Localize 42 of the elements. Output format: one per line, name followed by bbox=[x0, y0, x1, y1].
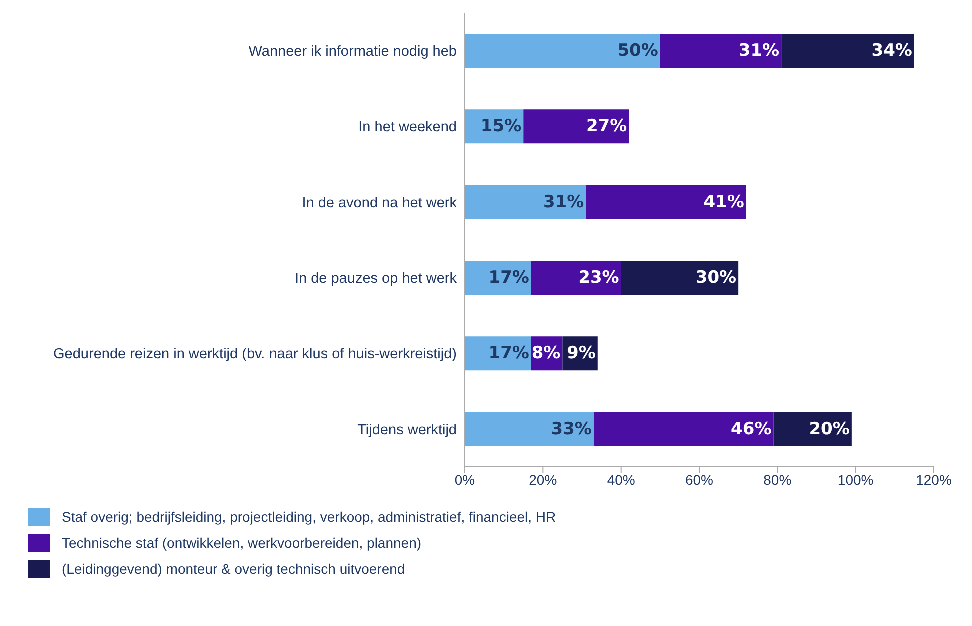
data-label: 41% bbox=[704, 192, 744, 212]
x-tick-label: 20% bbox=[529, 472, 558, 488]
bar bbox=[782, 34, 914, 68]
x-tick-label: 80% bbox=[764, 472, 792, 488]
data-label: 27% bbox=[586, 116, 628, 137]
bar bbox=[586, 185, 746, 220]
legend-label: Technische staf (ontwikkelen, werkvoorbereiden, plannen) bbox=[62, 535, 422, 551]
legend-label: (Leidinggevend) monteur & overig technisch uitvoerend bbox=[62, 561, 406, 577]
bar bbox=[465, 412, 594, 446]
x-tick-label: 120% bbox=[916, 472, 952, 488]
data-label: 17% bbox=[488, 268, 530, 288]
y-tick-label: In het weekend bbox=[358, 120, 457, 136]
data-label: 8% bbox=[532, 344, 561, 364]
bar bbox=[465, 185, 586, 220]
x-tick-label: 60% bbox=[685, 472, 714, 488]
y-tick-label: In de avond na het werk bbox=[302, 195, 458, 212]
bar bbox=[524, 110, 630, 144]
data-label: 17% bbox=[488, 344, 530, 364]
data-label: 34% bbox=[872, 41, 912, 61]
bar bbox=[660, 34, 782, 68]
bar bbox=[594, 412, 774, 446]
bar bbox=[621, 261, 739, 295]
data-label: 50% bbox=[618, 41, 658, 61]
y-tick-label: Tijdens werktijd bbox=[358, 422, 457, 438]
y-tick-label: Gedurende reizen in werktijd (bv. naar klus of huis-werkreistijd) bbox=[54, 346, 457, 363]
data-label: 46% bbox=[731, 419, 772, 440]
data-label: 31% bbox=[738, 41, 780, 61]
data-label: 15% bbox=[480, 116, 522, 137]
data-label: 20% bbox=[809, 419, 850, 440]
y-tick-label: In de pauzes op het werk bbox=[294, 270, 458, 287]
legend-label: Staf overig; bedrijfsleiding, projectleiding, verkoop, administratief, financieel, HR bbox=[62, 509, 556, 525]
data-label: 23% bbox=[578, 268, 620, 288]
data-label: 31% bbox=[543, 192, 584, 212]
data-label: 33% bbox=[551, 419, 592, 440]
bar bbox=[531, 261, 622, 295]
bar bbox=[465, 34, 660, 68]
y-tick-label: Wanneer ik informatie nodig heb bbox=[248, 44, 457, 60]
data-label: 9% bbox=[567, 344, 596, 364]
x-tick-label: 0% bbox=[454, 472, 476, 488]
x-tick-label: 100% bbox=[838, 472, 874, 488]
data-label: 30% bbox=[696, 268, 737, 288]
x-tick-label: 40% bbox=[607, 472, 636, 488]
